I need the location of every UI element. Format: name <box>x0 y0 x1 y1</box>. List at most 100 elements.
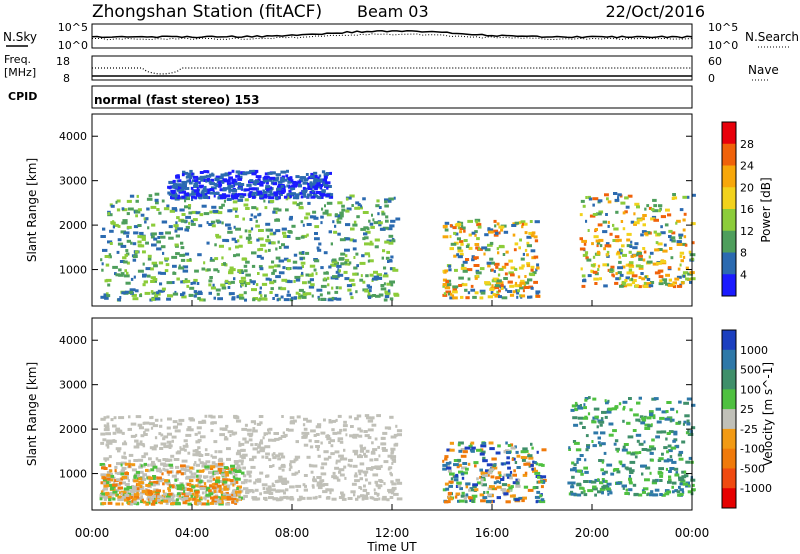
echo-cell <box>186 428 192 432</box>
echo-cell <box>452 296 458 300</box>
echo-cell <box>613 442 617 446</box>
echo-cell <box>198 474 202 478</box>
echo-cell <box>459 253 464 256</box>
echo-cell <box>251 193 255 196</box>
station-title: Zhongshan Station (fitACF) <box>92 2 322 22</box>
echo-cell <box>583 489 586 493</box>
echo-cell <box>154 436 158 440</box>
echo-cell <box>289 460 296 464</box>
echo-cell <box>442 283 447 286</box>
echo-cell <box>526 253 529 257</box>
echo-cell <box>278 271 285 275</box>
echo-cell <box>464 288 468 292</box>
echo-cell <box>391 449 395 453</box>
echo-cell <box>337 439 340 443</box>
echo-cell <box>389 297 394 301</box>
echo-cell <box>530 463 534 467</box>
echo-cell <box>487 471 493 475</box>
echo-cell <box>210 178 215 182</box>
echo-cell <box>648 410 654 414</box>
echo-cell <box>474 488 479 492</box>
echo-cell <box>480 499 486 503</box>
colorbar-tick-label: 100 <box>740 383 761 396</box>
echo-cell <box>251 264 256 268</box>
echo-cell <box>517 289 520 293</box>
echo-cell <box>462 226 466 230</box>
echo-cell <box>636 439 640 443</box>
echo-cell <box>477 225 482 229</box>
echo-cell <box>495 265 499 269</box>
echo-cell <box>218 469 222 473</box>
echo-cell <box>665 467 668 471</box>
echo-cell <box>155 467 161 471</box>
freq-panel: Freq. [MHz] 18 8 60 0 Nave <box>4 53 779 85</box>
echo-cell <box>324 209 329 213</box>
echo-cell <box>306 223 312 226</box>
echo-cell <box>378 454 381 458</box>
echo-cell <box>480 450 486 454</box>
colorbar-swatch <box>722 122 736 145</box>
echo-cell <box>654 248 660 252</box>
echo-cell <box>262 436 265 440</box>
echo-cell <box>691 403 696 407</box>
echo-cell <box>676 219 681 223</box>
echo-cell <box>122 208 128 212</box>
echo-cell <box>523 462 527 466</box>
echo-cell <box>628 488 633 492</box>
echo-cell <box>677 420 682 424</box>
echo-cell <box>381 447 386 450</box>
echo-cell <box>150 476 156 480</box>
echo-cell <box>593 277 599 281</box>
echo-cell <box>142 473 147 477</box>
echo-cell <box>323 251 328 255</box>
echo-cell <box>379 227 386 231</box>
echo-cell <box>133 255 138 258</box>
nave-label: Nave <box>748 63 779 77</box>
echo-cell <box>681 440 686 444</box>
echo-cell <box>467 219 473 223</box>
echo-cell <box>128 459 131 463</box>
echo-cell <box>221 203 225 207</box>
echo-cell <box>638 254 643 258</box>
echo-cell <box>353 220 357 224</box>
echo-cell <box>476 237 480 241</box>
echo-cell <box>256 238 260 242</box>
echo-cell <box>104 296 109 300</box>
echo-cell <box>273 193 279 197</box>
echo-cell <box>201 267 206 271</box>
echo-cell <box>102 478 107 482</box>
echo-cell <box>106 481 110 485</box>
echo-cell <box>128 290 134 294</box>
echo-cell <box>671 282 675 286</box>
echo-cell <box>305 173 309 176</box>
echo-cell <box>488 230 494 234</box>
x-axis-ticks: 00:00 04:00 08:00 12:00 16:00 20:00 00:00 <box>75 300 709 540</box>
echo-cell <box>172 499 178 503</box>
echo-cell <box>619 462 623 466</box>
echo-cell <box>636 251 642 255</box>
echo-cell <box>526 449 529 453</box>
echo-cell <box>183 488 189 492</box>
echo-cell <box>649 493 654 497</box>
y-tick-label: 1000 <box>59 264 87 277</box>
echo-cell <box>229 266 234 270</box>
echo-cell <box>606 197 609 201</box>
echo-cell <box>462 462 468 465</box>
echo-cell <box>182 265 189 269</box>
echo-cell <box>304 216 309 220</box>
echo-cell <box>594 282 598 285</box>
echo-cell <box>522 473 528 477</box>
echo-cell <box>172 271 175 275</box>
echo-cell <box>277 240 280 244</box>
echo-cell <box>228 269 234 273</box>
echo-cell <box>156 247 162 251</box>
echo-cell <box>442 235 449 239</box>
echo-cell <box>472 483 478 487</box>
echo-cell <box>228 171 232 175</box>
echo-cell <box>685 484 691 488</box>
echo-cell <box>193 182 199 186</box>
echo-cell <box>228 247 232 251</box>
echo-cell <box>683 401 689 405</box>
echo-cell <box>509 284 515 288</box>
echo-cell <box>601 478 605 481</box>
